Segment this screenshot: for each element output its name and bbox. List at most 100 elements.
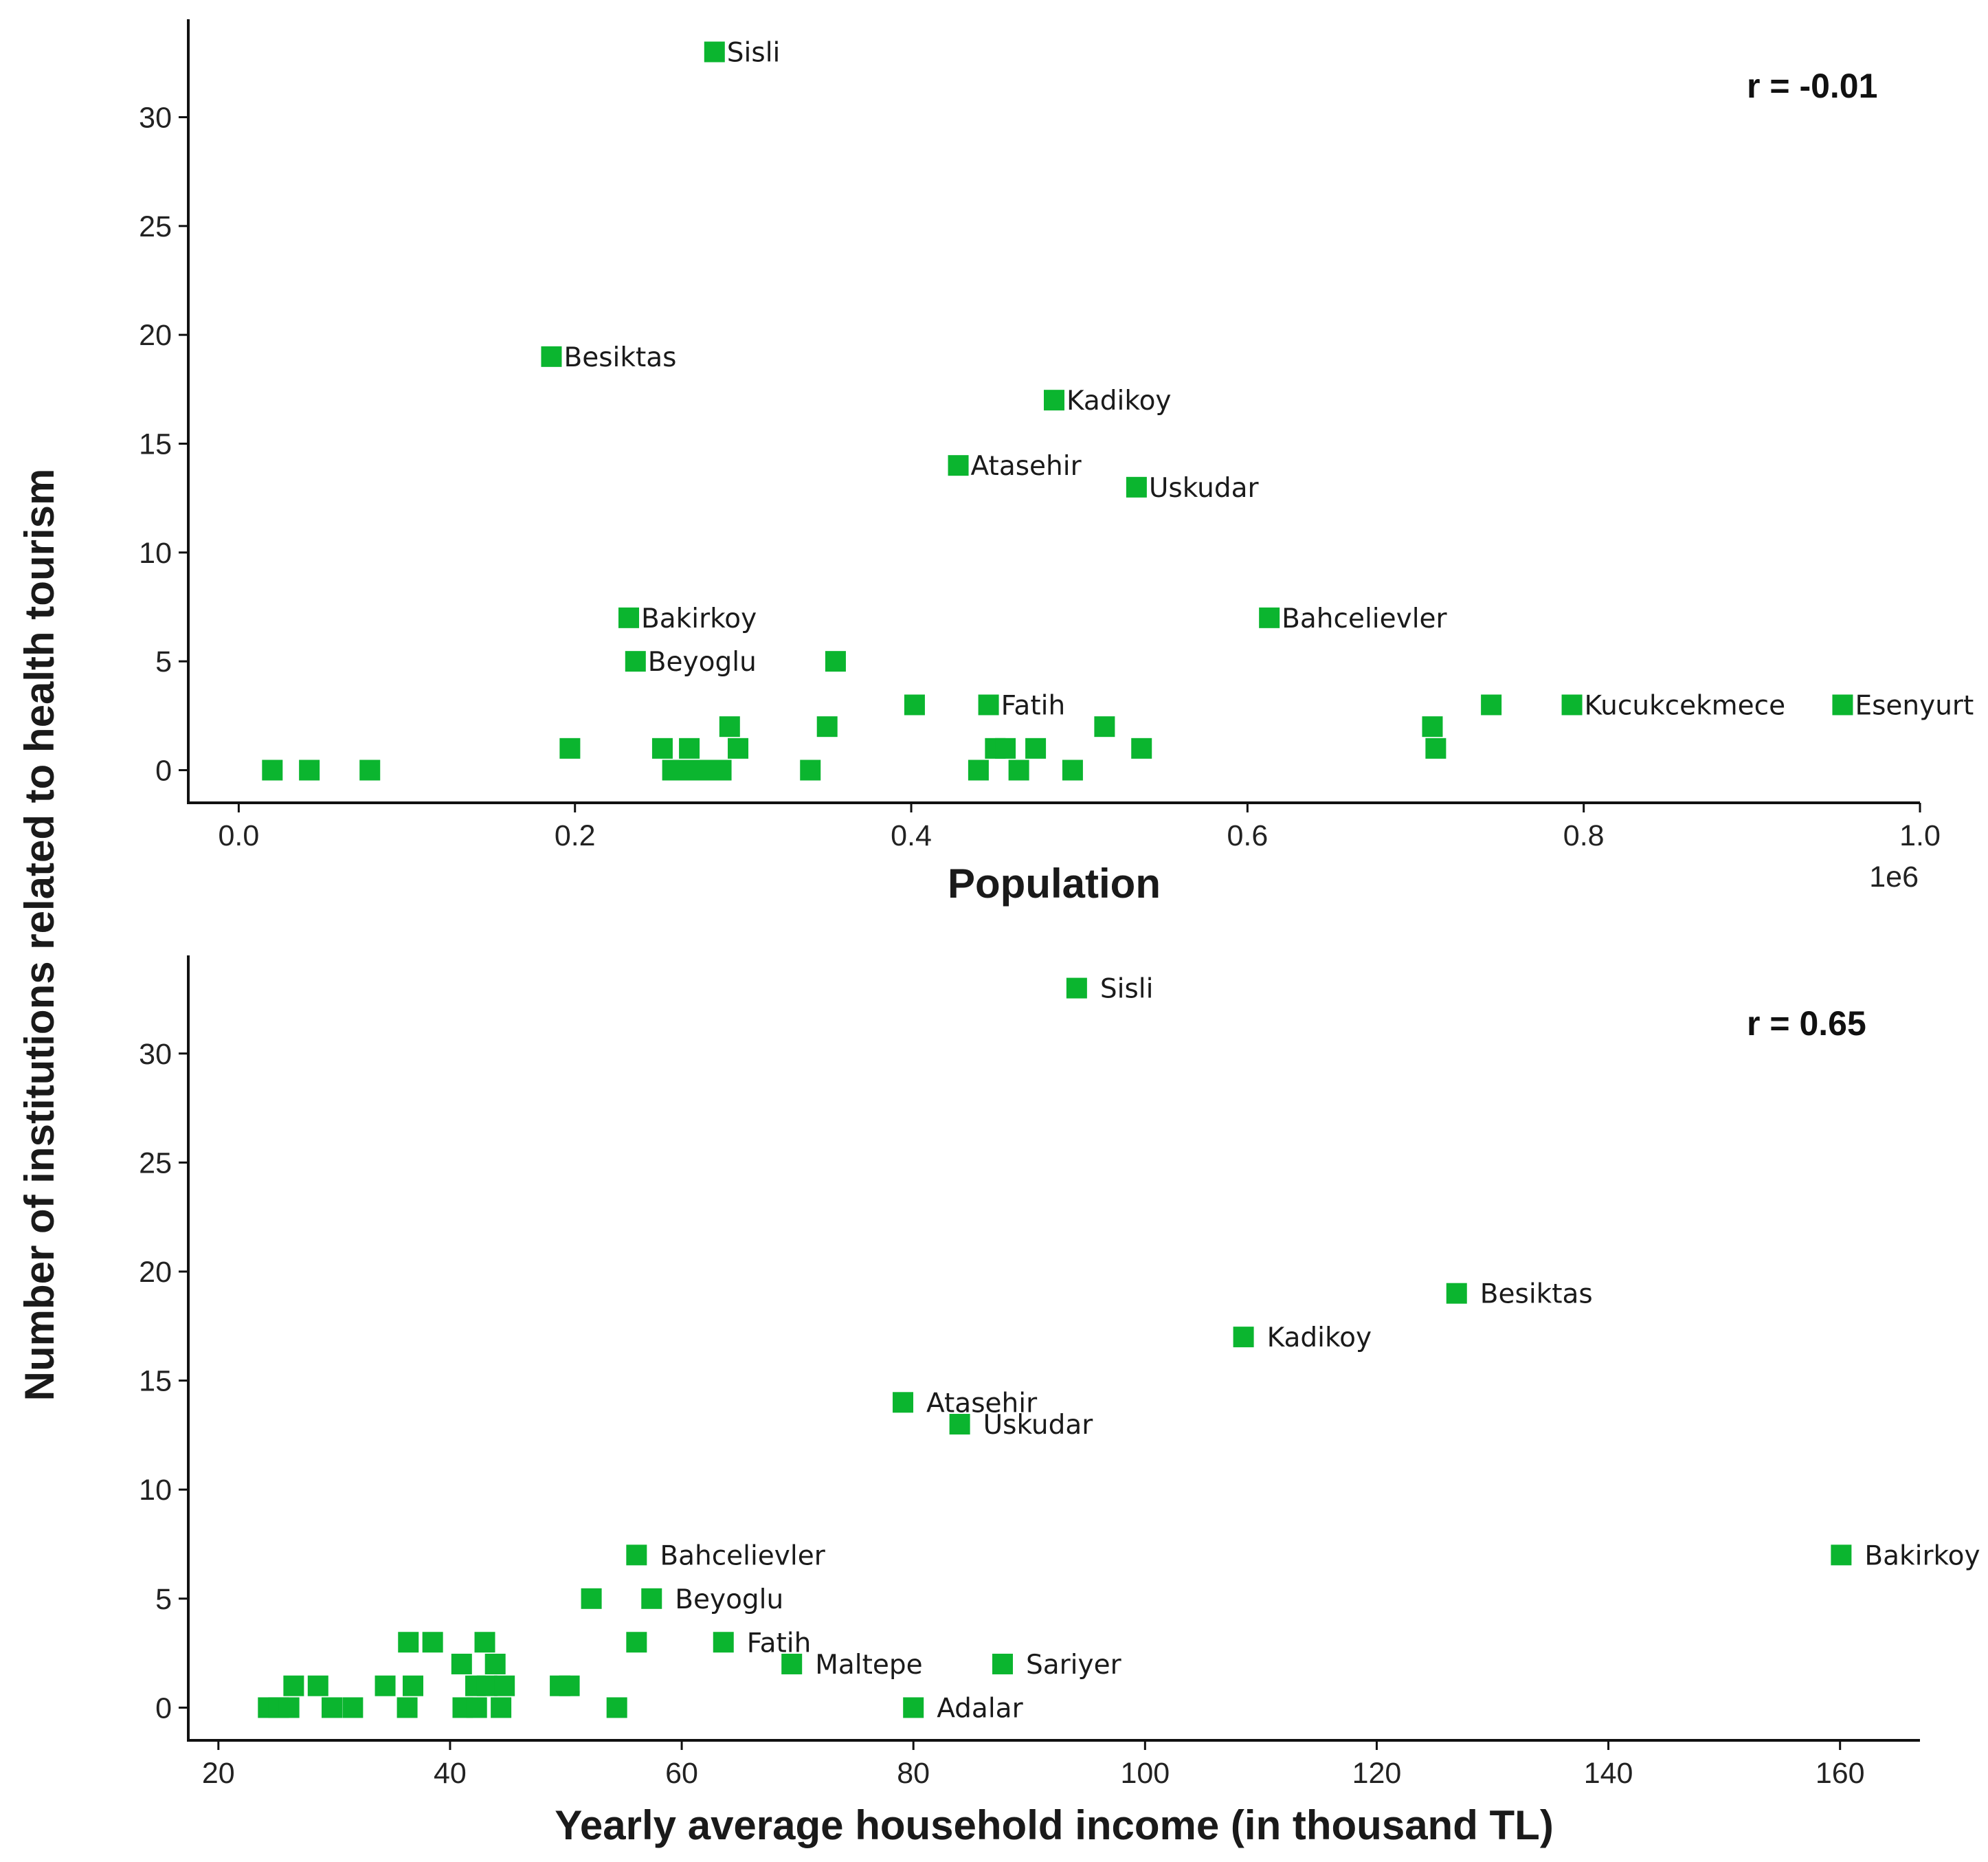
population-data-point xyxy=(1025,738,1047,759)
income-data-point xyxy=(494,1675,515,1696)
population-y-tick-label: 30 xyxy=(139,102,172,135)
income-data-point xyxy=(903,1697,924,1718)
income-point-label: Atasehir xyxy=(926,1388,1038,1419)
income-x-tick-label: 100 xyxy=(1120,1757,1170,1790)
population-data-point xyxy=(1044,390,1064,411)
population-data-point xyxy=(1422,716,1443,738)
income-data-point xyxy=(626,1544,647,1566)
population-x-axis-title: Population xyxy=(948,861,1161,907)
income-y-tick-label: 15 xyxy=(139,1365,172,1398)
population-data-point xyxy=(816,716,838,738)
population-data-point xyxy=(1481,694,1502,716)
population-data-point xyxy=(719,716,740,738)
income-data-point xyxy=(893,1392,914,1413)
income-point-label: Beyoglu xyxy=(675,1584,783,1615)
income-point-label: Sisli xyxy=(1100,974,1154,1005)
population-point-label: Atasehir xyxy=(971,451,1082,482)
income-correlation-label: r = 0.65 xyxy=(1747,1004,1866,1043)
population-x-ticks: 0.0 0.2 0.4 0.6 0.8 1.0 xyxy=(219,803,1941,852)
population-data-point xyxy=(1832,694,1853,716)
population-data-point xyxy=(1062,760,1083,781)
population-data-point xyxy=(1094,716,1115,738)
income-y-tick-label: 5 xyxy=(155,1583,172,1616)
income-point-label: Kadikoy xyxy=(1267,1322,1372,1353)
income-point-label: Besiktas xyxy=(1480,1279,1593,1310)
shared-y-axis-title: Number of institutions related to health… xyxy=(16,469,63,1401)
income-point-label: Bahcelievler xyxy=(660,1540,825,1571)
population-point-label: Sisli xyxy=(727,38,781,69)
income-data-point xyxy=(278,1697,300,1718)
income-x-axis-title: Yearly average household income (in thou… xyxy=(555,1802,1554,1848)
population-x-tick-label: 1.0 xyxy=(1899,819,1941,852)
income-data-point xyxy=(375,1675,396,1696)
income-point-label: Uskudar xyxy=(983,1410,1094,1441)
population-x-tick-label: 0.6 xyxy=(1227,819,1268,852)
income-data-point xyxy=(397,1697,418,1718)
population-data-point xyxy=(948,455,969,476)
income-data-point xyxy=(491,1697,512,1718)
income-x-tick-label: 80 xyxy=(897,1757,930,1790)
income-x-ticks: 20 40 60 80 100 120 140 160 xyxy=(202,1740,1865,1790)
population-data-point xyxy=(995,738,1016,759)
income-x-tick-label: 40 xyxy=(434,1757,467,1790)
population-x-tick-label: 0.2 xyxy=(555,819,596,852)
income-x-tick-label: 140 xyxy=(1584,1757,1633,1790)
population-data-point xyxy=(679,738,700,759)
population-data-point xyxy=(711,760,732,781)
income-data-point xyxy=(581,1588,602,1609)
income-y-tick-label: 10 xyxy=(139,1474,172,1507)
income-data-point xyxy=(949,1414,970,1435)
income-point-label: Sariyer xyxy=(1026,1650,1122,1681)
income-data-point xyxy=(466,1697,487,1718)
income-y-tick-label: 30 xyxy=(139,1038,172,1071)
population-data-point xyxy=(1131,738,1152,759)
income-data-point xyxy=(451,1653,472,1674)
income-markers xyxy=(258,977,1852,1718)
population-data-point xyxy=(1259,607,1280,628)
population-x-tick-label: 0.4 xyxy=(891,819,932,852)
population-y-tick-label: 15 xyxy=(139,428,172,461)
population-data-point xyxy=(1561,694,1583,716)
income-data-point xyxy=(342,1697,364,1718)
population-x-tick-label: 0.8 xyxy=(1563,819,1605,852)
population-x-offset-label: 1e6 xyxy=(1869,861,1919,894)
population-point-label: Fatih xyxy=(1001,691,1066,722)
income-data-point xyxy=(474,1632,495,1653)
population-point-labels: Sisli Besiktas Kadikoy Atasehir Uskudar Bakir… xyxy=(563,38,1974,722)
income-x-tick-label: 60 xyxy=(665,1757,698,1790)
population-data-point xyxy=(662,760,683,781)
population-point-label: Beyoglu xyxy=(648,647,757,678)
population-y-tick-label: 0 xyxy=(155,755,172,788)
population-point-label: Esenyurt xyxy=(1855,691,1974,722)
population-data-point xyxy=(262,760,283,781)
population-point-label: Kucukcekmece xyxy=(1585,691,1786,722)
population-data-point xyxy=(978,694,999,716)
population-data-point xyxy=(1126,476,1147,498)
population-point-label: Uskudar xyxy=(1149,473,1260,504)
income-x-tick-label: 20 xyxy=(202,1757,235,1790)
population-point-label: Bakirkoy xyxy=(641,603,757,634)
population-y-tick-label: 25 xyxy=(139,210,172,243)
population-data-point xyxy=(904,694,925,716)
population-data-point xyxy=(559,738,581,759)
population-data-point xyxy=(704,41,725,63)
income-x-tick-label: 160 xyxy=(1816,1757,1865,1790)
population-data-point xyxy=(1008,760,1029,781)
income-data-point xyxy=(476,1675,498,1696)
income-data-point xyxy=(398,1632,419,1653)
income-data-point xyxy=(992,1653,1013,1674)
population-data-point xyxy=(825,651,846,672)
population-data-point xyxy=(800,760,821,781)
income-point-label: Fatih xyxy=(747,1628,812,1659)
income-y-tick-label: 20 xyxy=(139,1256,172,1289)
income-y-tick-label: 0 xyxy=(155,1692,172,1725)
population-y-tick-label: 10 xyxy=(139,537,172,570)
income-data-point xyxy=(403,1675,424,1696)
income-data-point xyxy=(606,1697,627,1718)
population-point-label: Kadikoy xyxy=(1066,386,1172,417)
population-data-point xyxy=(1425,738,1447,759)
income-y-tick-label: 25 xyxy=(139,1146,172,1179)
